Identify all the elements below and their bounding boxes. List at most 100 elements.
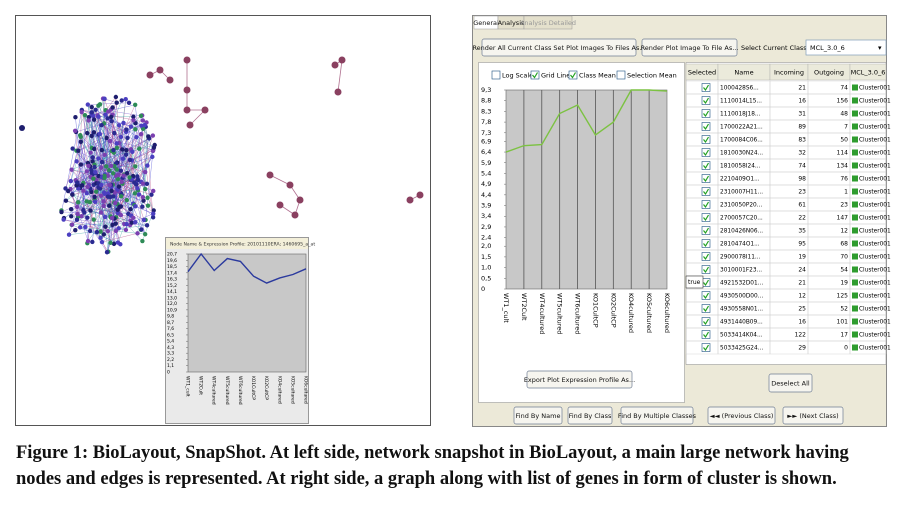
- row-checkbox[interactable]: [701, 161, 711, 170]
- button[interactable]: [513, 406, 563, 425]
- network-node: [141, 198, 146, 203]
- class-swatch: [852, 279, 858, 286]
- row-checkbox[interactable]: [701, 343, 711, 352]
- network-node: [102, 214, 108, 220]
- network-node: [109, 119, 114, 124]
- y-tick-label: 1,0: [481, 264, 491, 272]
- network-node: [99, 147, 105, 153]
- button[interactable]: [641, 38, 738, 57]
- incoming: 23: [798, 189, 806, 196]
- network-node: [102, 152, 107, 158]
- network-node: [68, 178, 74, 184]
- button[interactable]: [620, 406, 694, 425]
- check: [703, 331, 710, 339]
- class-swatch: [852, 123, 858, 130]
- network-node: [19, 125, 25, 131]
- data-line: [505, 89, 668, 153]
- row-checkbox[interactable]: [701, 304, 711, 313]
- network-node: [150, 154, 155, 160]
- network-node: [89, 104, 94, 110]
- row-checkbox[interactable]: [701, 252, 711, 261]
- network-node: [99, 239, 105, 245]
- button[interactable]: [768, 373, 813, 393]
- network-node: [79, 109, 84, 115]
- row-checkbox[interactable]: [701, 239, 711, 248]
- check: [703, 123, 710, 131]
- network-edge: [78, 188, 101, 238]
- button-label: Find By Name: [516, 412, 561, 420]
- network-node: [90, 239, 95, 245]
- outgoing: 7: [844, 124, 848, 131]
- y-tick-label: 3,9: [481, 202, 491, 210]
- class-name: Cluster001: [859, 164, 891, 170]
- network-node: [183, 86, 191, 94]
- check: [703, 188, 710, 196]
- outgoing: 156: [837, 98, 849, 105]
- dropdown[interactable]: [805, 39, 887, 56]
- row-checkbox[interactable]: [701, 135, 711, 144]
- row-checkbox[interactable]: [701, 109, 711, 118]
- class-name: Cluster001: [859, 268, 891, 274]
- network-node: [406, 196, 414, 204]
- button[interactable]: [782, 406, 844, 425]
- row-checkbox[interactable]: [701, 317, 711, 326]
- gene-name: 4930558N01...: [720, 307, 763, 313]
- network-node: [134, 134, 139, 140]
- network-edge: [145, 149, 154, 220]
- network-node: [82, 112, 88, 118]
- tab[interactable]: [523, 15, 573, 30]
- button[interactable]: [481, 38, 637, 57]
- button[interactable]: [526, 370, 633, 389]
- row-checkbox[interactable]: [701, 83, 711, 92]
- checkbox[interactable]: [616, 70, 626, 80]
- outgoing: 68: [840, 241, 848, 248]
- network-node: [81, 188, 86, 193]
- y-tick-label: 2,9: [481, 223, 491, 231]
- row-checkbox[interactable]: [701, 148, 711, 157]
- network-node: [90, 155, 95, 160]
- class-name: Cluster001: [859, 216, 891, 222]
- row-checkbox[interactable]: [701, 330, 711, 339]
- network-node: [186, 121, 194, 129]
- row-checkbox[interactable]: [701, 174, 711, 183]
- checkbox[interactable]: [491, 70, 501, 80]
- x-tick-label: KO2CultCP: [263, 376, 269, 400]
- network-node: [331, 61, 339, 69]
- figure: Node Name & Expression Profile: 20101110…: [15, 15, 891, 427]
- row-checkbox[interactable]: [701, 122, 711, 131]
- row-checkbox[interactable]: [701, 291, 711, 300]
- network-node: [125, 135, 130, 141]
- network-node: [135, 186, 140, 191]
- incoming: 21: [798, 85, 806, 92]
- check: [703, 175, 710, 183]
- network-node: [109, 163, 114, 168]
- row-checkbox[interactable]: [701, 200, 711, 209]
- check: [703, 214, 710, 222]
- network-node: [98, 193, 104, 198]
- network-node: [127, 157, 133, 163]
- row-checkbox[interactable]: [701, 96, 711, 105]
- gene-name: 1110018J18...: [720, 112, 761, 118]
- gene-name: 2810474O1...: [720, 242, 760, 248]
- row-checkbox[interactable]: [701, 187, 711, 196]
- network-node: [80, 183, 85, 188]
- network-node: [89, 167, 94, 173]
- checkbox[interactable]: [530, 70, 540, 80]
- network-node: [94, 229, 100, 235]
- button[interactable]: [567, 406, 613, 425]
- button[interactable]: [707, 406, 776, 425]
- row-checkbox[interactable]: [701, 226, 711, 235]
- button-label: Deselect All: [771, 380, 810, 388]
- network-node: [85, 102, 91, 107]
- network-edge: [93, 132, 122, 197]
- class-name: Cluster001: [859, 320, 891, 326]
- table-header-cell[interactable]: [849, 63, 887, 81]
- button-label: Find By Multiple Classes: [618, 412, 697, 420]
- row-checkbox[interactable]: [701, 265, 711, 274]
- check: [703, 240, 710, 248]
- network-node: [111, 147, 116, 153]
- checkbox[interactable]: [568, 70, 578, 80]
- row-checkbox[interactable]: [701, 213, 711, 222]
- network-edge: [269, 174, 291, 186]
- class-name: Cluster001: [859, 229, 891, 235]
